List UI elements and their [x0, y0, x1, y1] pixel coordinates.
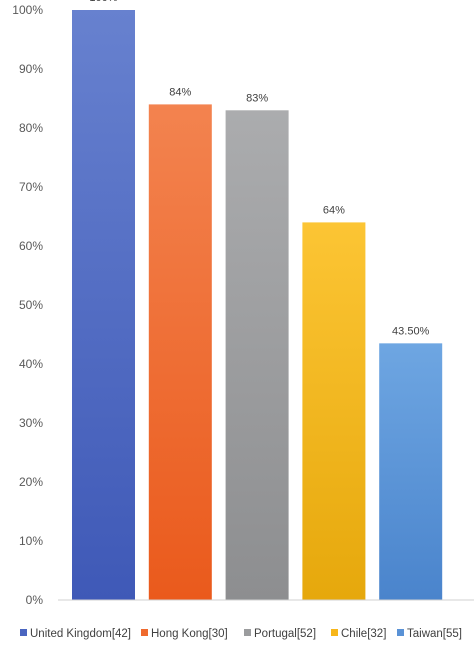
- data-labels: 100% 84% 83% 64% 43.50%: [89, 0, 429, 337]
- y-tick-label: 80%: [19, 121, 43, 135]
- legend-swatch-4: [331, 629, 338, 636]
- data-label-5: 43.50%: [392, 325, 430, 337]
- y-tick-label: 100%: [12, 3, 43, 17]
- y-tick-label: 90%: [19, 62, 43, 76]
- bar-5: [379, 343, 443, 600]
- y-tick-label: 0%: [26, 593, 44, 607]
- data-label-2: 84%: [169, 86, 191, 98]
- legend-label-5: Taiwan[55]: [407, 628, 462, 640]
- bar-3: [225, 110, 289, 601]
- bar-1: [72, 10, 135, 600]
- y-tick-label: 10%: [19, 534, 43, 548]
- data-label-3: 83%: [246, 92, 268, 104]
- bars: [72, 10, 443, 601]
- legend-swatch-5: [397, 629, 404, 636]
- data-label-4: 64%: [323, 204, 345, 216]
- legend: United Kingdom[42] Hong Kong[30] Portugal[…: [20, 628, 462, 640]
- y-tick-label: 30%: [19, 416, 43, 430]
- y-axis: 0% 10% 20% 30% 40% 50% 60% 70% 80% 90% 100%: [12, 3, 43, 607]
- y-tick-label: 20%: [19, 475, 43, 489]
- bar-4: [302, 222, 366, 600]
- legend-label-4: Chile[32]: [341, 628, 386, 640]
- bar-2: [148, 104, 212, 601]
- y-tick-label: 40%: [19, 357, 43, 371]
- y-tick-label: 60%: [19, 239, 43, 253]
- legend-swatch-1: [20, 629, 27, 636]
- legend-swatch-3: [244, 629, 251, 636]
- legend-swatch-2: [141, 629, 148, 636]
- y-tick-label: 50%: [19, 298, 43, 312]
- data-label-1: 100%: [89, 0, 117, 4]
- legend-label-2: Hong Kong[30]: [151, 628, 228, 640]
- legend-label-3: Portugal[52]: [254, 628, 316, 640]
- legend-label-1: United Kingdom[42]: [30, 628, 131, 640]
- y-tick-label: 70%: [19, 180, 43, 194]
